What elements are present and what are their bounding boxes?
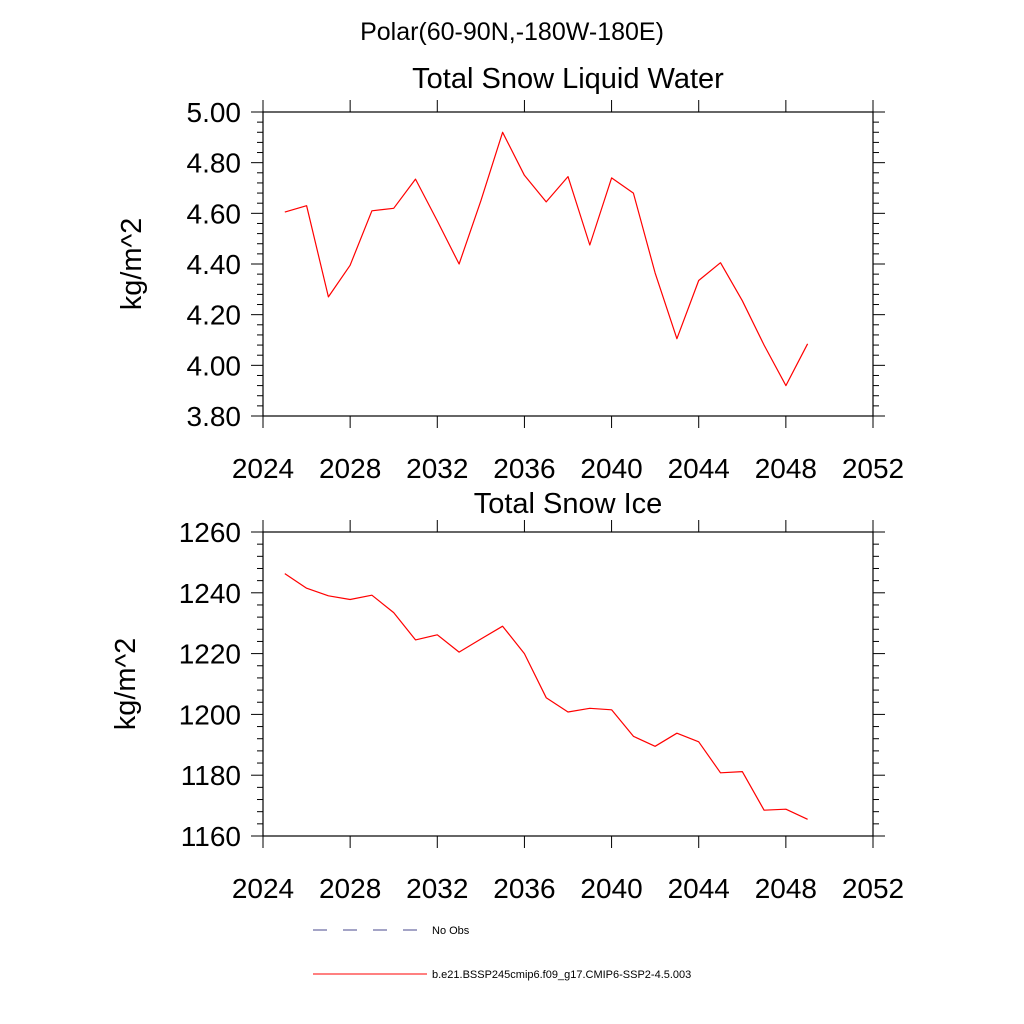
panel-total-snow-liquid-water: Total Snow Liquid Water kg/m^2 2024 2028 203… — [116, 63, 904, 484]
x-tick-label: 2048 — [755, 453, 817, 484]
x-tick-label: 2044 — [668, 453, 730, 484]
y-tick-label: 4.40 — [187, 249, 242, 280]
y-tick-label: 1220 — [179, 639, 241, 670]
x-tick-label: 2036 — [493, 873, 555, 904]
legend-label: No Obs — [432, 925, 470, 937]
series-line — [284, 573, 808, 820]
x-tick-label: 2040 — [580, 873, 642, 904]
y-tick-label: 1160 — [181, 821, 241, 852]
super-title: Polar(60-90N,-180W-180E) — [360, 18, 664, 46]
y-axis-label: kg/m^2 — [116, 218, 148, 311]
x-tick-label: 2028 — [319, 873, 381, 904]
x-tick-label: 2048 — [755, 873, 817, 904]
series-line — [284, 131, 809, 387]
x-tick-label: 2052 — [842, 453, 904, 484]
y-tick-label: 5.00 — [187, 97, 242, 128]
y-tick-label: 4.60 — [187, 198, 242, 229]
chart-title: Total Snow Liquid Water — [412, 63, 724, 95]
legend: No Obs b.e21.BSSP245cmip6.f09_g17.CMIP6-S… — [313, 925, 691, 981]
x-tick-label: 2024 — [232, 873, 294, 904]
x-tick-label: 2040 — [580, 453, 642, 484]
x-tick-label: 2028 — [319, 453, 381, 484]
y-tick-label: 1260 — [179, 517, 241, 548]
x-tick-label: 2052 — [842, 873, 904, 904]
legend-label: b.e21.BSSP245cmip6.f09_g17.CMIP6-SSP2-4.… — [432, 969, 691, 981]
y-tick-label: 1200 — [179, 699, 241, 730]
y-tick-label: 4.80 — [187, 148, 242, 179]
y-axis-label: kg/m^2 — [110, 638, 142, 731]
x-tick-label: 2032 — [406, 453, 468, 484]
y-tick-label: 1180 — [181, 760, 241, 791]
panel-total-snow-ice: Total Snow Ice kg/m^2 2024 2028 2032 2036 2040… — [110, 488, 904, 904]
y-tick-label: 3.80 — [187, 401, 242, 432]
y-tick-label: 4.00 — [187, 350, 242, 381]
y-tick-label: 1240 — [179, 578, 241, 609]
plot-frame — [262, 111, 874, 417]
chart-title: Total Snow Ice — [474, 488, 663, 520]
plot-frame — [262, 531, 874, 837]
x-tick-label: 2044 — [668, 873, 730, 904]
x-tick-label: 2032 — [406, 873, 468, 904]
x-tick-label: 2036 — [493, 453, 555, 484]
x-tick-label: 2024 — [232, 453, 294, 484]
y-tick-label: 4.20 — [187, 300, 242, 331]
